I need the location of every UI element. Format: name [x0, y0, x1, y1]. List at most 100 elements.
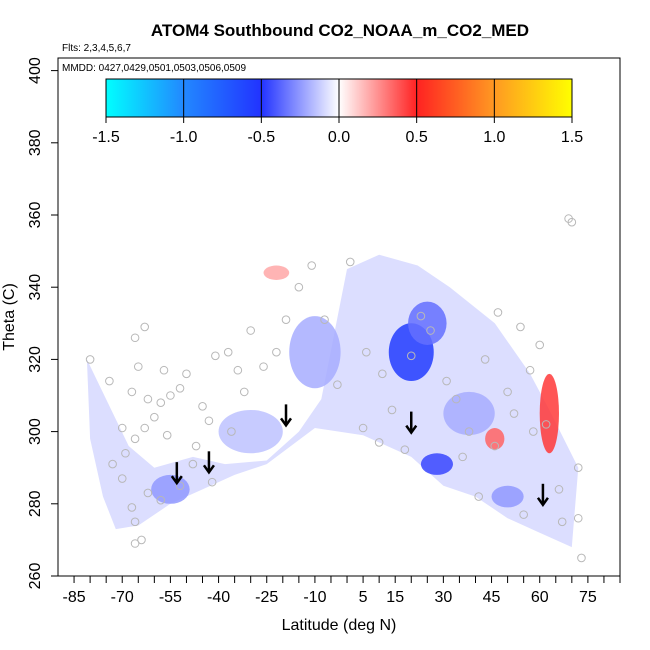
observation-point	[333, 380, 342, 389]
observation-point	[133, 362, 143, 371]
observation-point	[458, 452, 467, 462]
observation-point	[577, 553, 586, 563]
x-axis: -85 -70 -55 -40 -25 -10 5 15 30 45 60 75	[62, 576, 621, 606]
colorbar-tick-label: 0.0	[328, 129, 350, 146]
observation-point	[105, 376, 114, 386]
observation-point	[535, 340, 545, 350]
observation-point	[361, 347, 371, 357]
x-tick-label: -40	[207, 589, 230, 606]
observation-point	[211, 351, 220, 361]
observation-point	[464, 427, 474, 436]
observation-point	[525, 365, 535, 375]
observation-point	[108, 459, 117, 469]
anomaly-region	[289, 316, 341, 389]
colorbar-tick-label: 1.0	[483, 129, 505, 146]
colorbar-tick-label: -1.0	[170, 129, 198, 146]
observation-point	[358, 423, 368, 433]
observation-point	[294, 282, 304, 292]
observation-point	[182, 369, 191, 379]
observation-point	[127, 503, 137, 512]
observation-point	[416, 311, 426, 321]
observation-point	[493, 308, 503, 317]
anomaly-region	[485, 427, 505, 450]
observation-point	[541, 420, 551, 429]
colorbar: -1.5 -1.0 -0.5 0.0 0.5 1.0 1.5	[92, 78, 583, 146]
observation-point	[150, 412, 159, 422]
x-tick-label: 45	[483, 589, 501, 606]
observation-point	[554, 485, 564, 494]
observation-point	[406, 351, 416, 361]
observation-point	[374, 438, 384, 447]
observation-point	[130, 517, 140, 527]
observation-point	[233, 365, 243, 375]
observation-point	[490, 441, 500, 451]
arrow-markers	[170, 404, 549, 507]
x-tick-label: 60	[531, 589, 549, 606]
observation-point	[281, 315, 291, 324]
anomaly-region	[491, 485, 524, 508]
x-axis-label: Latitude (deg N)	[282, 617, 397, 634]
observation-point	[239, 387, 249, 397]
observation-point	[426, 326, 435, 335]
anomaly-region	[539, 373, 559, 454]
observation-point	[175, 481, 185, 491]
observation-point	[307, 261, 317, 270]
observation-point	[191, 441, 201, 451]
observation-point	[259, 362, 268, 371]
observation-point	[198, 402, 207, 411]
plot-frame	[57, 57, 621, 577]
observation-point	[378, 369, 387, 379]
observation-point	[320, 315, 329, 324]
colorbar-tick-label: 0.5	[406, 129, 428, 146]
y-tick-label: 380	[27, 129, 44, 156]
observation-point	[509, 409, 519, 418]
observation-point	[246, 326, 255, 335]
x-tick-label: 75	[579, 589, 597, 606]
down-arrow-icon	[279, 404, 293, 428]
observation-point	[188, 459, 198, 469]
observation-point	[345, 257, 355, 267]
observation-point	[121, 448, 130, 458]
y-tick-label: 260	[27, 563, 44, 590]
observation-point	[573, 463, 583, 473]
y-tick-label: 280	[27, 490, 44, 517]
anomaly-region	[218, 409, 283, 454]
heatmap-layer	[86, 254, 579, 548]
x-tick-label: -85	[62, 589, 85, 606]
observation-point	[162, 430, 172, 440]
observation-point	[400, 445, 410, 454]
observation-point	[227, 427, 236, 436]
y-tick-label: 400	[27, 57, 44, 84]
observation-point	[130, 434, 140, 444]
x-tick-label: 30	[434, 589, 452, 606]
observation-point	[204, 416, 214, 426]
observation-point	[557, 517, 567, 527]
observation-point	[175, 383, 185, 393]
observation-point	[166, 391, 175, 400]
observation-point	[156, 398, 166, 408]
down-arrow-icon	[405, 411, 418, 435]
observation-point	[143, 394, 153, 404]
chart-title: ATOM4 Southbound CO2_NOAA_m_CO2_MED	[151, 21, 529, 40]
y-tick-label: 320	[27, 346, 44, 373]
observation-point	[519, 510, 528, 519]
observation-point	[573, 513, 583, 523]
observation-point	[130, 333, 140, 343]
coverage-region	[86, 254, 579, 548]
y-axis-label: Theta (C)	[1, 283, 18, 351]
x-tick-label: -55	[159, 589, 182, 606]
observation-point	[207, 477, 217, 487]
anomaly-region	[420, 453, 454, 475]
flights-note: Flts: 2,3,4,5,6,7	[62, 43, 131, 54]
dates-note: MMDD: 0427,0429,0501,0503,0506,0509	[62, 63, 246, 74]
y-axis: 260 280 300 320 340 360 380 400	[27, 57, 58, 589]
observation-point	[127, 387, 137, 397]
observation-point	[159, 365, 169, 375]
colorbar-tick-label: -0.5	[248, 129, 276, 146]
observation-point	[474, 492, 483, 501]
down-arrow-icon	[202, 451, 215, 475]
observation-point	[143, 488, 153, 498]
observation-point	[442, 376, 451, 386]
anomaly-region	[443, 391, 495, 436]
anomaly-region	[263, 265, 290, 280]
